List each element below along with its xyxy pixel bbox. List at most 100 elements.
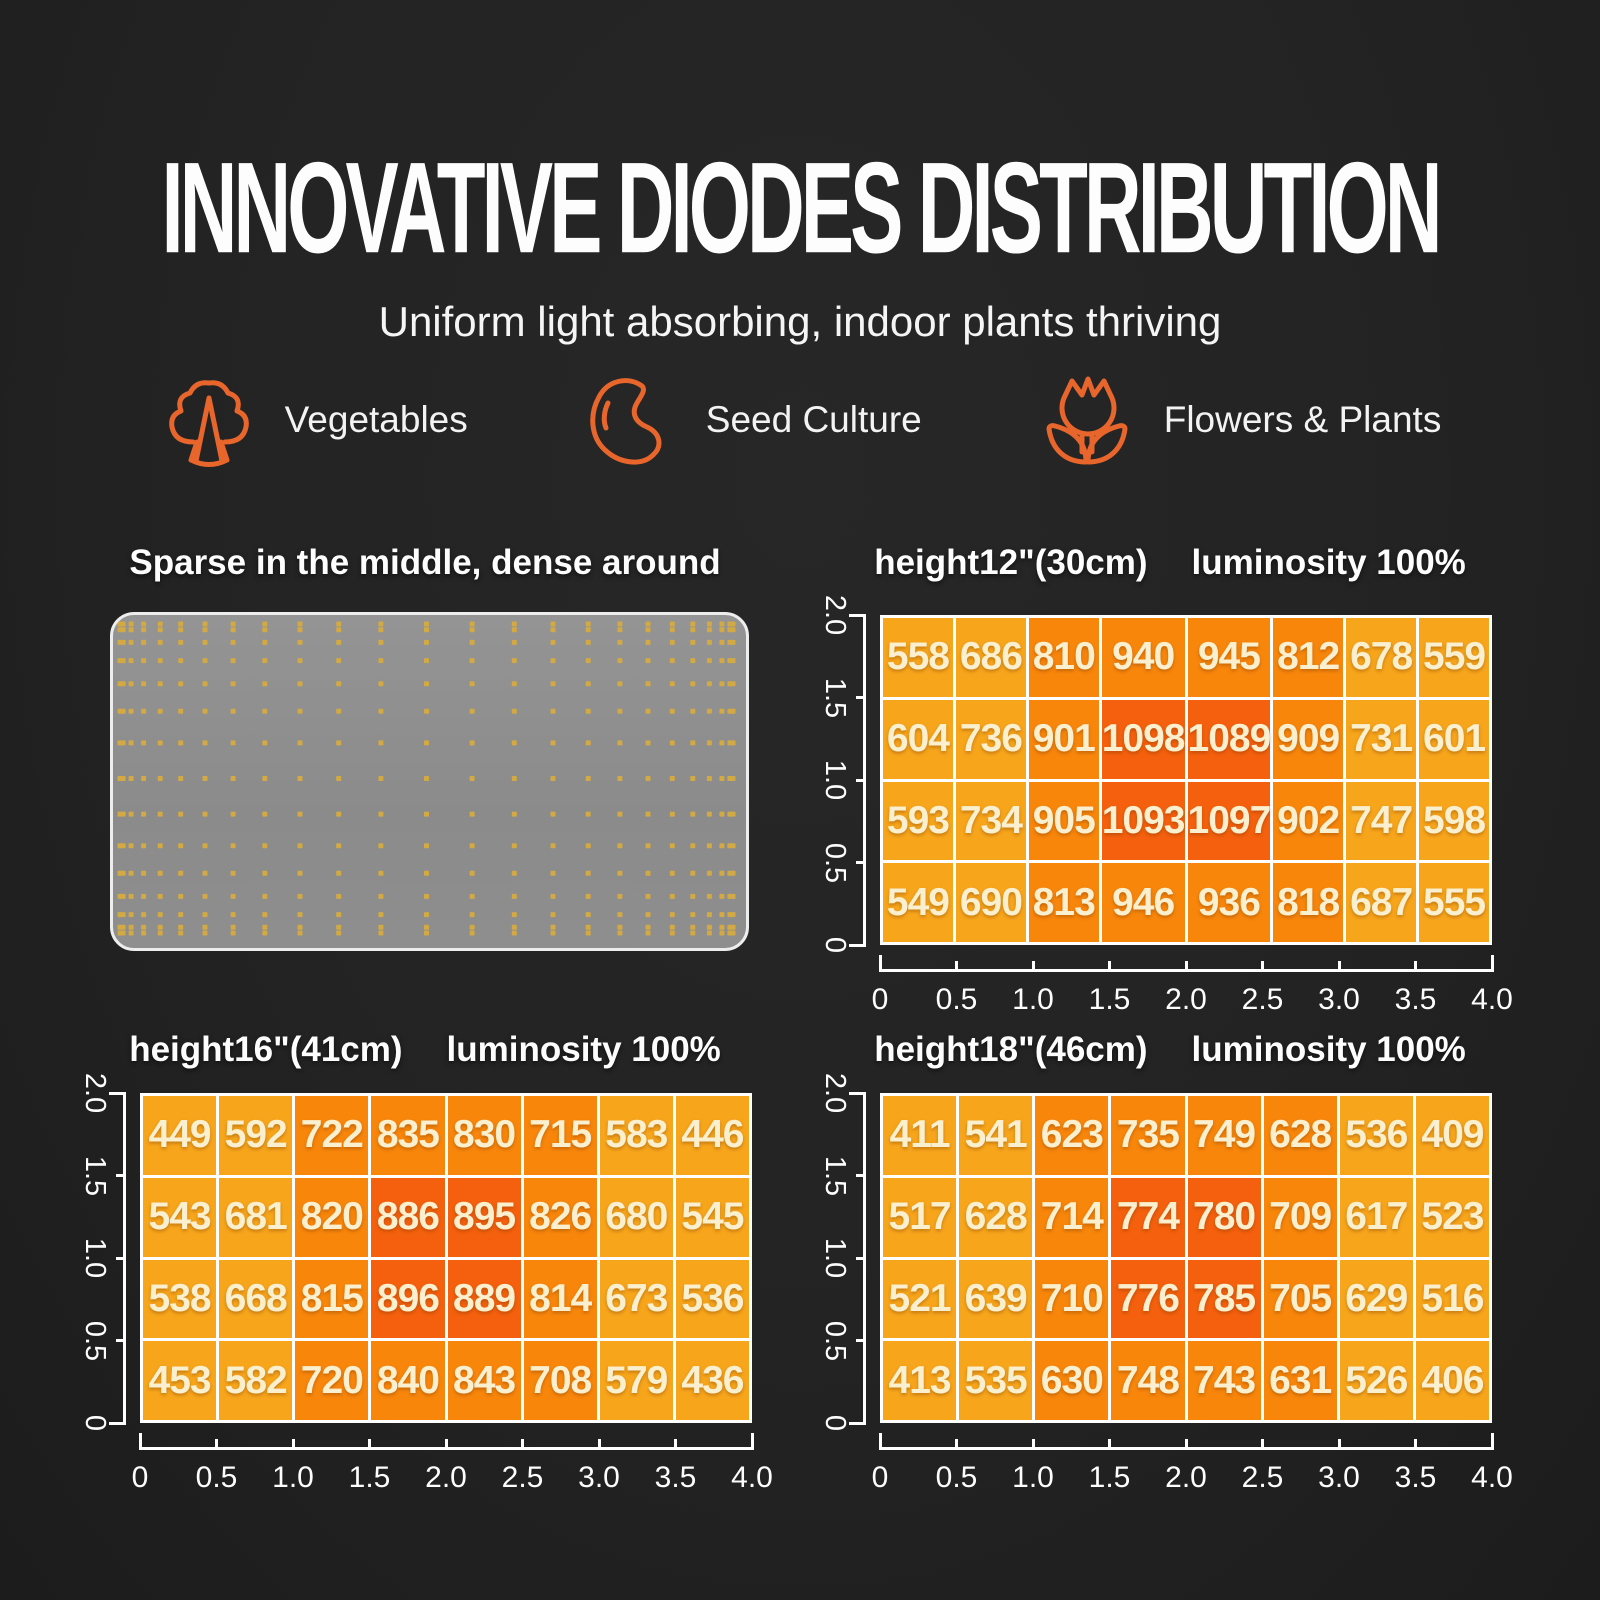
diode-dot	[719, 627, 725, 633]
feature-row: Vegetables Seed Culture Flowers & Plants	[0, 366, 1600, 474]
y-axis-label: 2.0	[819, 594, 852, 636]
y-axis-tick	[856, 778, 866, 782]
diode-dot	[669, 912, 675, 918]
heatmap-cell: 604	[883, 699, 953, 779]
diode-dot	[262, 843, 268, 849]
diode-dot	[511, 930, 517, 936]
diode-dot	[719, 776, 725, 781]
diode-dot	[511, 776, 517, 781]
diode-dot	[297, 627, 303, 633]
diode-dot	[424, 708, 429, 714]
diode-dot	[469, 621, 475, 627]
diode-dot	[469, 924, 475, 930]
diode-dot	[645, 870, 651, 876]
x-axis-label: 1.0	[272, 1461, 314, 1494]
x-axis-label: 3.5	[654, 1461, 697, 1494]
diode-dot	[378, 627, 384, 633]
diode-dot	[178, 843, 184, 849]
diode-dot	[645, 930, 651, 936]
diode-dot	[262, 708, 268, 714]
x-axis-tick	[1031, 961, 1035, 972]
diode-dot	[706, 708, 712, 714]
diode-dot	[585, 811, 591, 817]
heatmap-height12: 558 686 810 940 945 812 678 559 604 736 901 1098 108…	[820, 595, 1513, 1025]
diode-dot	[424, 621, 429, 627]
diode-dot	[297, 639, 303, 645]
heatmap-cell: 545	[675, 1177, 749, 1257]
heatmap-cell: 690	[955, 863, 1026, 942]
diode-dot	[297, 930, 303, 936]
diode-dot	[128, 893, 134, 899]
diode-dot	[730, 893, 736, 899]
heatmap-cell: 555	[1419, 863, 1489, 942]
diode-dot	[719, 639, 725, 645]
diode-dot	[511, 658, 517, 664]
diode-dot	[157, 776, 163, 781]
diode-dot	[706, 658, 712, 664]
feature-seed-culture: Seed Culture	[580, 368, 922, 472]
heatmap-cell: 715	[523, 1096, 597, 1175]
diode-dot	[669, 776, 675, 781]
diode-dot	[202, 930, 208, 936]
y-axis-label: 1.5	[819, 677, 852, 718]
diode-dot	[128, 843, 134, 849]
diode-dot	[157, 658, 163, 664]
diode-dot	[550, 627, 556, 633]
diode-dot	[719, 843, 725, 849]
heatmap-grid: 449 592 722 835 830 715 583 446 543 681 820 886 895 8…	[140, 1093, 752, 1423]
diode-dot	[378, 811, 384, 817]
diode-dot	[424, 658, 429, 664]
diode-dot	[336, 924, 342, 930]
x-axis-tick	[138, 1433, 142, 1450]
diode-dot	[690, 912, 696, 918]
heatmap-height16: 449 592 722 835 830 715 583 446 543 681 820 886 895 8…	[80, 1073, 773, 1503]
x-axis-label: 2.5	[501, 1461, 544, 1494]
heatmap-cell: 446	[675, 1096, 749, 1175]
diode-dot	[297, 843, 303, 849]
diode-dot	[378, 708, 384, 714]
diode-dot	[230, 843, 236, 849]
diode-dot	[706, 639, 712, 645]
y-axis-label: 1.0	[79, 1237, 112, 1279]
panel-title-diode-board: Sparse in the middle, dense around	[129, 543, 721, 582]
diode-dot	[178, 681, 184, 687]
diode-dot	[262, 681, 268, 687]
diode-dot	[128, 621, 134, 627]
diode-dot	[128, 930, 134, 936]
heatmap-cell: 436	[675, 1341, 749, 1420]
heatmap-cell: 526	[1339, 1341, 1413, 1420]
diode-dot	[511, 627, 517, 633]
heatmap-cell: 630	[1035, 1341, 1109, 1420]
diode-dot	[690, 776, 696, 781]
heatmap-grid: 558 686 810 940 945 812 678 559 604 736 901 1098 108…	[880, 615, 1492, 945]
diode-dot	[585, 740, 591, 746]
diode-dot	[730, 621, 736, 627]
diode-dot	[157, 811, 163, 817]
diode-dot	[262, 924, 268, 930]
diode-dot	[617, 627, 623, 633]
diode-dot	[424, 930, 429, 936]
diode-dot	[378, 912, 384, 918]
x-axis-tick	[1108, 1439, 1111, 1450]
heatmap-cell: 946	[1101, 863, 1185, 942]
diode-dot	[669, 811, 675, 817]
x-axis-tick	[1261, 1439, 1264, 1450]
diode-dot	[297, 681, 303, 687]
diode-dot	[120, 870, 126, 876]
y-axis-tick	[849, 1421, 866, 1425]
heatmap-cell: 686	[955, 618, 1026, 697]
diode-dot	[550, 912, 556, 918]
y-axis-label: 1.0	[819, 759, 852, 801]
diode-dot	[669, 843, 675, 849]
diode-dot	[550, 930, 556, 936]
y-axis-tick	[116, 1256, 126, 1260]
diode-dot	[230, 893, 236, 899]
diode-dot	[511, 621, 517, 627]
heatmap-cell: 886	[371, 1177, 445, 1257]
diode-dot	[178, 740, 184, 746]
x-axis-label: 4.0	[1471, 1461, 1513, 1494]
diode-dot	[511, 870, 517, 876]
diode-dot	[669, 621, 675, 627]
heatmap-cell: 810	[1028, 618, 1099, 697]
y-axis-label: 2.0	[819, 1072, 852, 1114]
